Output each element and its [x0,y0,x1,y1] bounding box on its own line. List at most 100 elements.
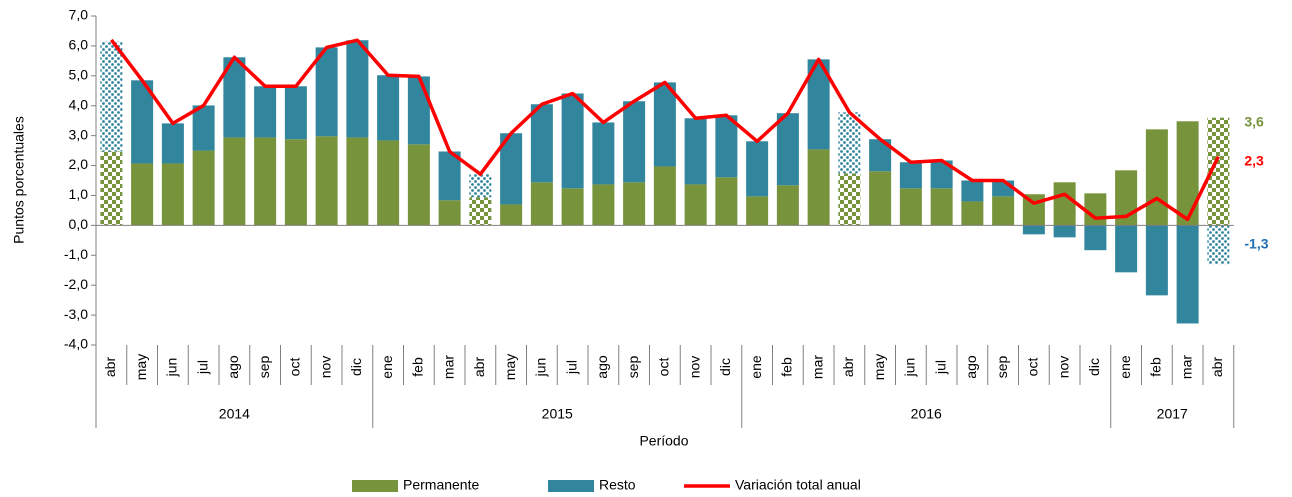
bar [192,105,215,151]
bar [992,196,1015,226]
bar [561,93,584,189]
legend-label: Resto [599,477,636,493]
x-tick-label: nov [686,356,702,379]
x-tick-label: mar [809,355,825,379]
value-label: 3,6 [1244,113,1264,129]
bar [930,188,953,226]
bar [746,141,769,197]
x-tick-label: sep [256,356,272,379]
legend-label: Permanente [403,477,479,493]
bar [161,163,184,226]
x-tick-label: dic [717,358,733,376]
bar [254,86,277,138]
bar [653,166,676,226]
x-tick-label: feb [410,357,426,377]
bar [346,40,369,138]
y-tick-label: 7,0 [69,7,89,23]
x-tick-label: oct [287,358,303,377]
x-tick-label: ene [748,355,764,379]
group-label: 2017 [1157,406,1188,422]
bar [776,185,799,226]
bar [899,188,922,226]
x-tick-label: nov [1055,356,1071,379]
bar [469,174,492,198]
x-tick-label: dic [1086,358,1102,376]
bar [592,184,615,226]
x-tick-label: ene [1117,355,1133,379]
y-tick-label: -4,0 [64,336,88,352]
bar [838,173,861,226]
bar [1176,121,1199,226]
y-tick-label: 0,0 [69,216,89,232]
bar [254,137,277,226]
bar [1084,225,1107,251]
x-tick-label: abr [471,357,487,378]
bar [192,150,215,226]
group-label: 2015 [542,406,573,422]
x-tick-label: may [871,354,887,380]
bar [807,149,830,226]
x-tick-label: jul [194,360,210,375]
x-tick-label: abr [840,357,856,378]
bar [346,137,369,226]
y-tick-label: 4,0 [69,96,89,112]
bar [746,196,769,226]
x-tick-label: ago [225,355,241,379]
bar [930,160,953,189]
bar [623,182,646,226]
bar [407,144,430,226]
bar [623,101,646,183]
x-tick-label: dic [348,358,364,376]
bar [131,163,154,226]
x-tick-label: jul [563,360,579,375]
x-tick-label: oct [1025,358,1041,377]
value-label: 2,3 [1244,152,1264,168]
y-tick-label: -2,0 [64,276,88,292]
y-tick-label: -3,0 [64,306,88,322]
bar [438,200,461,226]
x-tick-label: nov [317,356,333,379]
x-tick-label: mar [440,355,456,379]
group-label: 2016 [911,406,942,422]
bar [961,201,984,226]
bar [1207,117,1230,226]
x-tick-label: may [133,354,149,380]
bar [315,136,338,226]
bar [899,162,922,189]
x-tick-label: ago [963,355,979,379]
y-tick-label: -1,0 [64,246,88,262]
bar [469,197,492,226]
bar [530,182,553,226]
group-label: 2014 [219,406,250,422]
x-tick-label: may [502,354,518,380]
bar [776,113,799,186]
bar [407,76,430,145]
y-tick-label: 2,0 [69,156,89,172]
legend-swatch [548,480,594,492]
x-tick-label: ago [594,355,610,379]
bar [684,118,707,185]
bar [1022,225,1045,235]
bar [284,86,307,140]
bar [161,123,184,164]
bar [1207,225,1230,265]
bar [438,151,461,201]
bar [500,133,523,205]
bar [1053,225,1076,238]
bar [869,171,892,226]
bar [500,204,523,226]
y-tick-label: 6,0 [69,37,89,53]
legend-swatch [352,480,398,492]
bar [1115,225,1138,273]
x-tick-label: jul [932,360,948,375]
bar [284,139,307,226]
bar [1145,225,1168,296]
x-tick-label: oct [656,358,672,377]
bar [223,137,246,226]
bar [561,188,584,226]
bar [838,112,861,174]
bar [223,57,246,138]
bar [684,184,707,226]
x-tick-label: abr [102,357,118,378]
y-tick-label: 3,0 [69,126,89,142]
